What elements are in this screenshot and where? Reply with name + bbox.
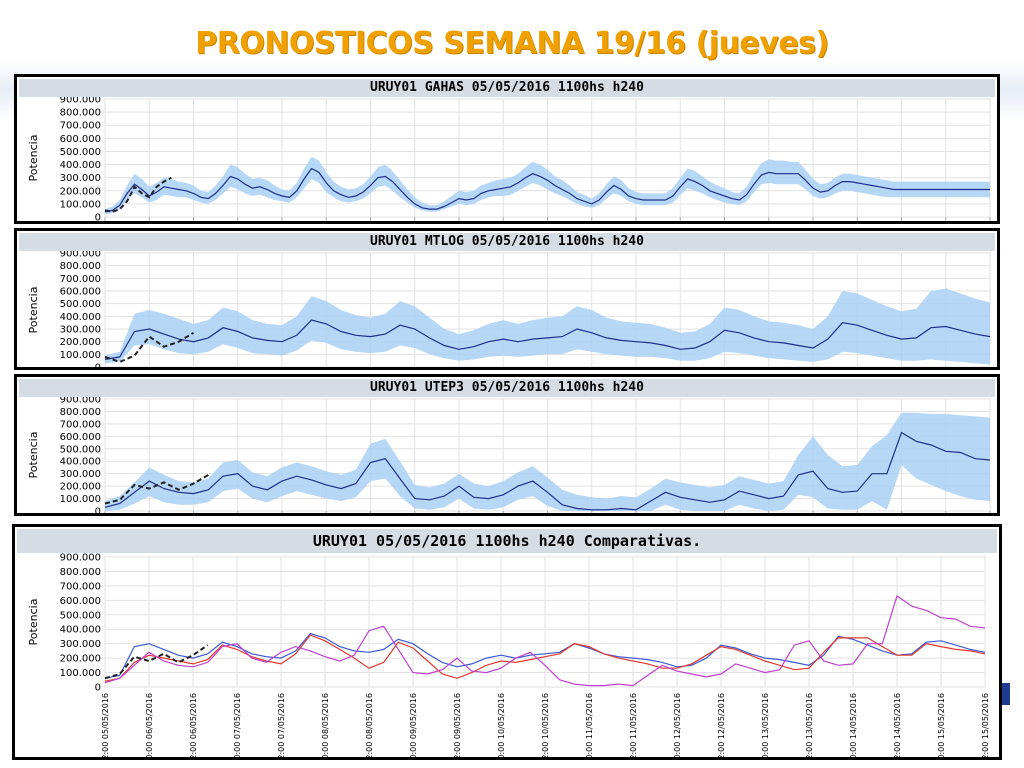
y-tick-label: 200.000	[60, 654, 101, 665]
series-line-magenta	[104, 595, 986, 687]
y-axis-label: Potencia	[27, 599, 40, 646]
y-tick-label: 500.000	[60, 299, 101, 310]
chart-comparativas: 0 100.000 200.000 300.000 400.000 500.000 600.…	[27, 553, 990, 757]
y-tick-label: 900.000	[60, 251, 101, 260]
series-line-red	[104, 634, 986, 682]
side-logo-mark	[1002, 683, 1010, 705]
y-tick-label: 200.000	[60, 186, 101, 197]
x-tick-label: 00:00 14/05/2016	[849, 693, 858, 757]
y-tick-label: 800.000	[60, 407, 101, 418]
x-tick-label: 12:00 10/05/2016	[541, 693, 550, 757]
forecast-line	[104, 431, 991, 511]
y-tick-label: 900.000	[60, 97, 101, 106]
y-tick-label: 600.000	[60, 432, 101, 443]
y-tick-label: 200.000	[60, 482, 101, 493]
y-tick-label: 0	[95, 213, 101, 222]
x-tick-label: 00:00 11/05/2016	[585, 693, 594, 757]
y-tick-label: 300.000	[60, 325, 101, 336]
y-tick-label: 200.000	[60, 337, 101, 348]
y-tick-label: 100.000	[60, 199, 101, 210]
chart-panel-mtlog: URUY01 MTLOG 05/05/2016 1100hs h240 0 100…	[14, 228, 1000, 370]
x-tick-label: 12:00 09/05/2016	[453, 693, 462, 757]
y-tick-label: 300.000	[60, 469, 101, 480]
y-tick-label: 0	[95, 683, 101, 694]
y-tick-label: 500.000	[60, 444, 101, 455]
y-tick-label: 400.000	[60, 457, 101, 468]
x-tick-label: 00:00 06/05/2016	[145, 693, 154, 757]
forecast-line	[104, 319, 991, 360]
y-tick-label: 100.000	[60, 668, 101, 679]
x-tick-label: 00:00 09/05/2016	[409, 693, 418, 757]
y-tick-label: 500.000	[60, 610, 101, 621]
y-tick-label: 0	[95, 363, 101, 368]
y-tick-label: 700.000	[60, 419, 101, 430]
x-tick-label: 12:00 12/05/2016	[717, 693, 726, 757]
observed-line	[104, 474, 209, 505]
y-tick-label: 300.000	[60, 173, 101, 184]
confidence-band	[105, 288, 990, 365]
y-tick-label: 600.000	[60, 134, 101, 145]
y-tick-label: 900.000	[60, 553, 101, 564]
y-tick-label: 100.000	[60, 350, 101, 361]
chart-panel-utep3: URUY01 UTEP3 05/05/2016 1100hs h240 0 100…	[14, 374, 1000, 516]
y-tick-label: 0	[95, 507, 101, 514]
grid	[104, 98, 991, 218]
y-tick-label: 600.000	[60, 287, 101, 298]
x-tick-label: 00:00 07/05/2016	[233, 693, 242, 757]
y-tick-label: 400.000	[60, 625, 101, 636]
grid	[104, 556, 986, 688]
x-tick-label: 12:00 11/05/2016	[629, 693, 638, 757]
chart-title-comparativas: URUY01 05/05/2016 1100hs h240 Comparativ…	[17, 529, 997, 553]
y-tick-label: 300.000	[60, 639, 101, 650]
forecast-line	[104, 167, 990, 213]
y-tick-label: 700.000	[60, 274, 101, 285]
y-tick-label: 700.000	[60, 121, 101, 132]
x-tick-label: 12:00 13/05/2016	[805, 693, 814, 757]
x-tick-label: 00:00 10/05/2016	[497, 693, 506, 757]
observed-line	[104, 644, 209, 680]
x-tick-label: 00:00 08/05/2016	[321, 693, 330, 757]
y-tick-label: 800.000	[60, 261, 101, 272]
x-tick-label: 12:00 14/05/2016	[893, 693, 902, 757]
chart-title-utep3: URUY01 UTEP3 05/05/2016 1100hs h240	[19, 379, 995, 397]
y-tick-label: 400.000	[60, 312, 101, 323]
observed-line	[104, 331, 195, 363]
x-tick-label: 12:00 07/05/2016	[277, 693, 286, 757]
series-line-blue	[104, 632, 986, 679]
y-tick-label: 900.000	[60, 397, 101, 406]
chart-title-mtlog: URUY01 MTLOG 05/05/2016 1100hs h240	[19, 233, 995, 251]
y-tick-label: 600.000	[60, 596, 101, 607]
y-tick-label: 100.000	[60, 494, 101, 505]
x-tick-label: 00:00 15/05/2016	[937, 693, 946, 757]
y-axis-label: Potencia	[27, 432, 40, 479]
page-title: PRONOSTICOS SEMANA 19/16 (jueves)	[195, 26, 829, 61]
y-tick-label: 500.000	[60, 147, 101, 158]
chart-panel-gahas: URUY01 GAHAS 05/05/2016 1100hs h240 0 100…	[14, 74, 1000, 224]
x-tick-label: 12:00 15/05/2016	[981, 693, 990, 757]
confidence-band	[105, 412, 990, 511]
x-tick-label: 00:00 13/05/2016	[761, 693, 770, 757]
observed-line	[104, 176, 172, 213]
x-tick-label: 00:00 12/05/2016	[673, 693, 682, 757]
y-tick-label: 800.000	[60, 567, 101, 578]
y-tick-label: 400.000	[60, 160, 101, 171]
chart-title-gahas: URUY01 GAHAS 05/05/2016 1100hs h240	[19, 79, 995, 97]
y-tick-label: 700.000	[60, 581, 101, 592]
chart-panel-comparativas: URUY01 05/05/2016 1100hs h240 Comparativ…	[12, 524, 1002, 760]
x-tick-label: 12:00 08/05/2016	[365, 693, 374, 757]
y-tick-label: 800.000	[60, 108, 101, 119]
y-axis-label: Potencia	[27, 135, 40, 182]
chart-gahas: 0 100.000 200.000 300.000 400.000 500.000 600.…	[27, 97, 991, 222]
y-axis-label: Potencia	[27, 287, 40, 334]
x-tick-label: 12:00 06/05/2016	[189, 693, 198, 757]
confidence-band	[105, 156, 990, 215]
x-tick-label: 12:00 05/05/2016	[101, 693, 110, 757]
